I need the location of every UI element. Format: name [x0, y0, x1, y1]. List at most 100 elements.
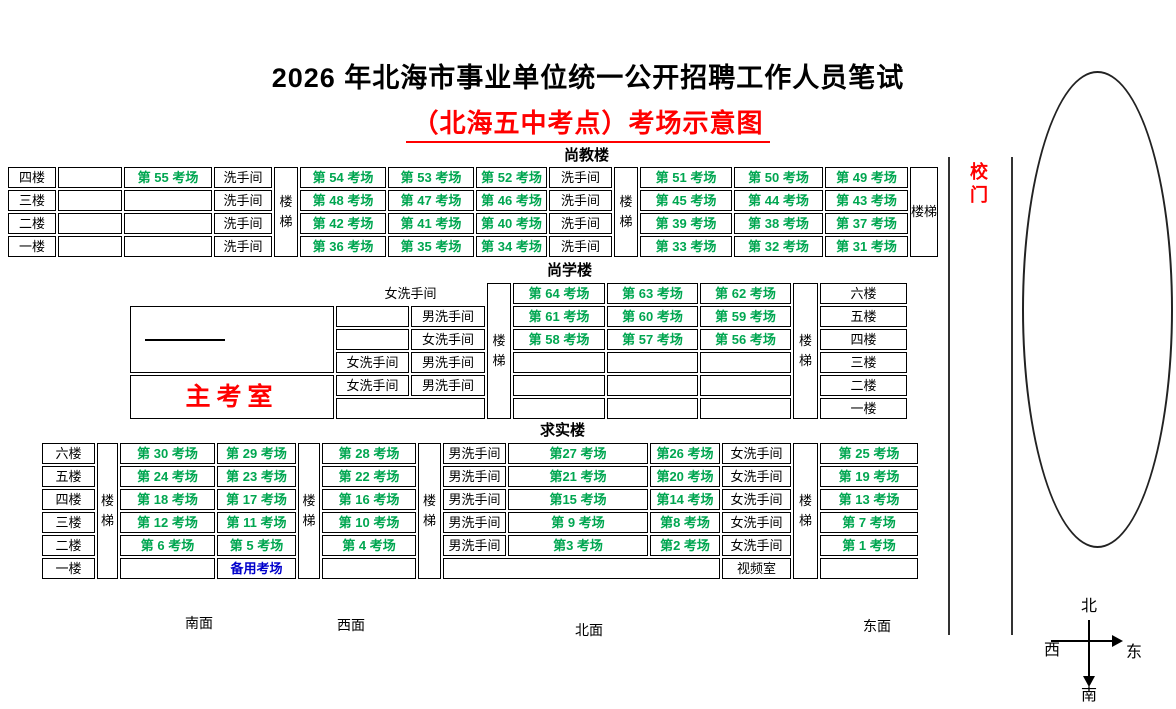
compass-north-label: 北	[1081, 598, 1098, 615]
exam-room-cell: 第14 考场	[650, 489, 720, 510]
exam-room-cell: 第 45 考场	[640, 190, 732, 211]
washroom-cell: 洗手间	[214, 190, 272, 211]
floor-label: 六楼	[42, 443, 95, 464]
exam-room-cell: 第2 考场	[650, 535, 720, 556]
stairs-cell: 楼梯	[614, 167, 638, 257]
exam-room-cell: 第 62 考场	[700, 283, 791, 304]
floor-label: 三楼	[820, 352, 907, 373]
floor-label: 四楼	[820, 329, 907, 350]
exam-room-cell: 第 12 考场	[120, 512, 215, 533]
stairs-cell: 楼梯	[418, 443, 441, 579]
floor-label: 一楼	[42, 558, 95, 579]
floor-label: 四楼	[8, 167, 56, 188]
washroom-cell: 男洗手间	[411, 352, 485, 373]
exam-room-cell: 第 11 考场	[217, 512, 296, 533]
exam-room-cell: 第26 考场	[650, 443, 720, 464]
blank-line-cell	[130, 306, 334, 373]
washroom-cell: 男洗手间	[411, 306, 485, 327]
exam-room-cell: 第 31 考场	[825, 236, 908, 257]
floor-label: 二楼	[42, 535, 95, 556]
side-label-south: 南面	[185, 615, 213, 631]
building-shangjiao-grid: 四楼第 55 考场 洗手间 楼梯第 54 考场第 53 考场第 52 考场 洗手间 楼梯…	[8, 167, 938, 257]
empty-cell	[336, 306, 409, 327]
washroom-cell: 男洗手间	[443, 489, 506, 510]
exam-room-cell: 第 39 考场	[640, 213, 732, 234]
gate-wall-right-line	[1011, 157, 1013, 635]
void-cell	[130, 283, 334, 304]
exam-room-cell: 第 40 考场	[476, 213, 547, 234]
compass-west-label: 西	[1044, 642, 1061, 659]
washroom-cell: 洗手间	[214, 213, 272, 234]
empty-cell	[607, 352, 698, 373]
exam-room-cell: 第 61 考场	[513, 306, 605, 327]
empty-cell	[513, 352, 605, 373]
exam-room-cell: 第 6 考场	[120, 535, 215, 556]
exam-room-cell: 第 53 考场	[388, 167, 474, 188]
floor-label: 一楼	[820, 398, 907, 419]
empty-cell	[336, 329, 409, 350]
floor-label: 五楼	[820, 306, 907, 327]
floor-label: 三楼	[8, 190, 56, 211]
exam-room-cell: 第 43 考场	[825, 190, 908, 211]
exam-room-cell: 第 60 考场	[607, 306, 698, 327]
exam-room-cell: 第 64 考场	[513, 283, 605, 304]
exam-room-cell: 第 16 考场	[322, 489, 416, 510]
washroom-cell: 洗手间	[549, 190, 612, 211]
compass-vertical-axis	[1088, 620, 1090, 678]
empty-cell	[700, 398, 791, 419]
washroom-cell: 女洗手间	[336, 352, 409, 373]
washroom-cell: 男洗手间	[411, 375, 485, 396]
exam-room-cell: 第 44 考场	[734, 190, 823, 211]
exam-room-cell: 第 24 考场	[120, 466, 215, 487]
washroom-cell: 女洗手间	[722, 535, 791, 556]
exam-room-cell: 第 13 考场	[820, 489, 918, 510]
stairs-cell: 楼梯	[910, 167, 938, 257]
empty-cell	[336, 398, 485, 419]
compass-east-arrow-icon	[1112, 635, 1123, 647]
exam-room-cell: 第 52 考场	[476, 167, 547, 188]
empty-cell	[443, 558, 720, 579]
compass-south-label: 南	[1081, 687, 1098, 704]
exam-room-cell: 第 41 考场	[388, 213, 474, 234]
exam-room-cell: 第 55 考场	[124, 167, 212, 188]
exam-room-cell: 第 51 考场	[640, 167, 732, 188]
page-subtitle: （北海五中考点）考场示意图	[406, 103, 770, 143]
floor-label: 四楼	[42, 489, 95, 510]
exam-room-cell: 第 5 考场	[217, 535, 296, 556]
exam-room-cell: 第27 考场	[508, 443, 648, 464]
exam-room-cell: 第 57 考场	[607, 329, 698, 350]
fill-in-blank-line	[145, 338, 225, 341]
exam-room-cell: 第 38 考场	[734, 213, 823, 234]
exam-room-cell: 第 42 考场	[300, 213, 386, 234]
exam-room-cell: 第 10 考场	[322, 512, 416, 533]
exam-room-cell: 第20 考场	[650, 466, 720, 487]
exam-room-cell: 第 18 考场	[120, 489, 215, 510]
school-gate-label: 校门	[970, 162, 988, 205]
floor-label: 三楼	[42, 512, 95, 533]
exam-room-cell: 第 48 考场	[300, 190, 386, 211]
page-title: 2026 年北海市事业单位统一公开招聘工作人员笔试	[271, 63, 905, 93]
empty-cell	[124, 236, 212, 257]
exam-room-cell: 第21 考场	[508, 466, 648, 487]
floor-label: 二楼	[820, 375, 907, 396]
side-label-east: 东面	[863, 618, 891, 634]
empty-cell	[58, 167, 122, 188]
exam-room-cell: 第 7 考场	[820, 512, 918, 533]
washroom-cell: 洗手间	[214, 167, 272, 188]
empty-cell	[58, 213, 122, 234]
exam-room-cell: 第 46 考场	[476, 190, 547, 211]
washroom-cell: 女洗手间	[722, 489, 791, 510]
compass-east-label: 东	[1126, 644, 1143, 661]
exam-room-cell: 第 56 考场	[700, 329, 791, 350]
exam-room-cell: 第 28 考场	[322, 443, 416, 464]
exam-room-cell: 第 47 考场	[388, 190, 474, 211]
washroom-cell: 洗手间	[549, 213, 612, 234]
empty-cell	[124, 190, 212, 211]
washroom-cell: 女洗手间	[336, 375, 409, 396]
exam-room-cell: 第 35 考场	[388, 236, 474, 257]
empty-cell	[124, 213, 212, 234]
compass-south-arrow-icon	[1083, 676, 1095, 687]
stairs-cell: 楼梯	[487, 283, 511, 419]
chief-exam-office-cell: 主考室	[130, 375, 334, 419]
empty-cell	[513, 398, 605, 419]
